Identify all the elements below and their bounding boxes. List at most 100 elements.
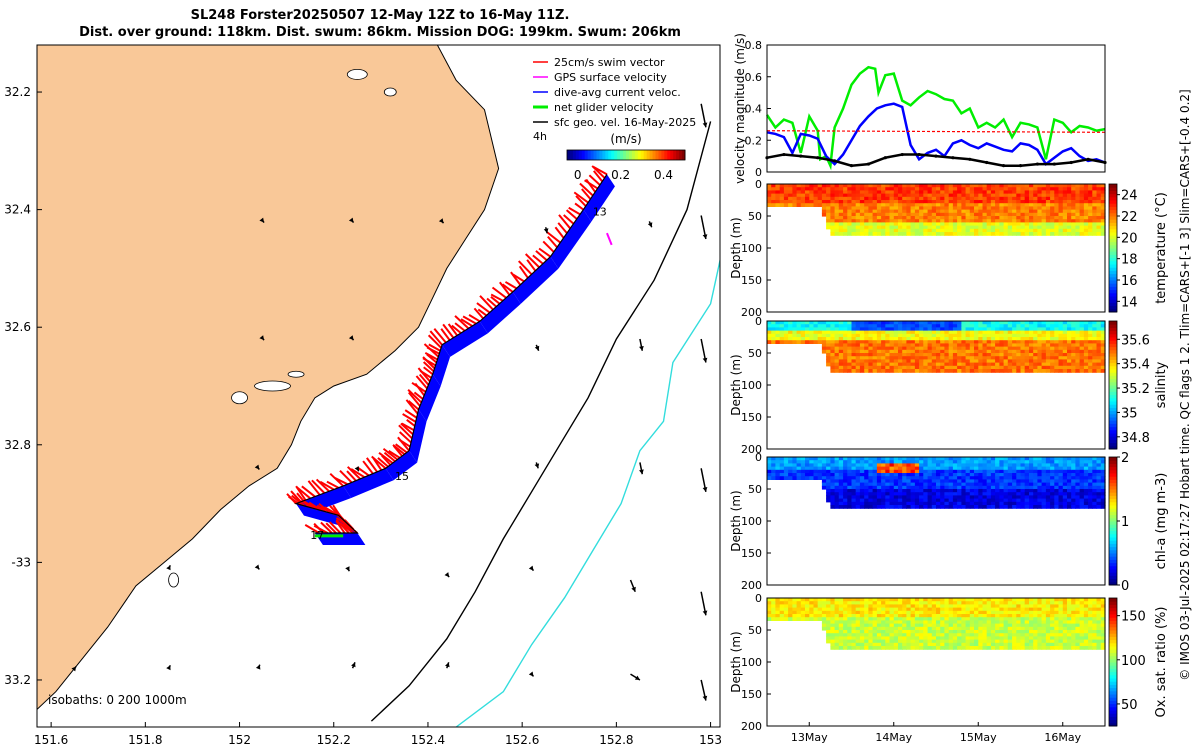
section-data-cell (990, 346, 996, 351)
section-data-cell (855, 614, 861, 618)
section-data-cell (1024, 473, 1030, 477)
section-data-cell (843, 349, 848, 354)
section-data-cell (1100, 321, 1106, 325)
section-data-cell (974, 598, 979, 602)
section-data-cell (881, 222, 886, 227)
section-data-cell (906, 505, 912, 509)
section-data-cell (948, 340, 954, 344)
section-data-cell (995, 228, 1000, 233)
section-data-cell (936, 196, 941, 201)
swim-vector (579, 182, 594, 197)
section-data-cell (1041, 184, 1047, 188)
swim-vector (429, 330, 443, 346)
section-data-cell (1020, 356, 1026, 360)
section-data-cell (1024, 485, 1030, 490)
section-data-cell (986, 362, 992, 367)
section-data-cell (1062, 330, 1068, 335)
section-data-cell (847, 212, 853, 217)
section-data-cell (805, 330, 810, 335)
section-data-cell (830, 337, 836, 341)
section-data-cell (847, 196, 853, 201)
section-data-cell (885, 203, 891, 207)
section-data-cell (843, 353, 848, 357)
section-data-cell (999, 473, 1005, 477)
section-data-cell (1037, 337, 1043, 341)
section-data-cell (1075, 225, 1081, 230)
section-colorbar-cell (1109, 410, 1117, 415)
section-data-cell (779, 337, 785, 341)
section-data-cell (940, 604, 945, 609)
section-data-cell (1067, 190, 1072, 195)
section-data-cell (1075, 343, 1081, 348)
section-colorbar-cell (1109, 280, 1117, 284)
section-data-cell (1041, 623, 1047, 628)
section-data-cell (919, 498, 924, 503)
section-data-cell (855, 505, 861, 509)
section-data-cell (914, 633, 920, 637)
section-data-cell (1096, 473, 1102, 477)
section-data-cell (1012, 327, 1017, 332)
section-data-cell (1007, 206, 1013, 211)
section-data-cell (885, 337, 891, 341)
section-data-cell (1029, 630, 1034, 634)
section-data-cell (902, 333, 907, 338)
section-data-cell (957, 203, 962, 207)
swim-vector (451, 324, 462, 334)
section-data-cell (974, 333, 979, 338)
section-data-cell (893, 476, 899, 480)
section-data-cell (957, 495, 962, 500)
section-data-cell (809, 337, 815, 341)
section-data-cell (940, 225, 945, 230)
section-data-cell (961, 324, 967, 328)
section-data-cell (805, 469, 810, 474)
section-data-cell (1075, 349, 1081, 354)
section-data-cell (1041, 607, 1047, 612)
section-data-cell (775, 184, 781, 188)
section-data-cell (868, 476, 874, 480)
legend-label: GPS surface velocity (554, 71, 667, 84)
section-data-cell (978, 232, 984, 236)
section-data-cell (952, 492, 958, 496)
section-data-cell (1071, 365, 1076, 370)
section-data-cell (914, 369, 920, 373)
section-data-cell (1092, 479, 1098, 484)
section-data-cell (838, 626, 844, 631)
section-data-cell (855, 340, 861, 344)
section-data-cell (868, 343, 874, 348)
section-data-cell (876, 646, 882, 650)
section-data-cell (1100, 219, 1106, 223)
section-data-cell (978, 321, 984, 325)
section-data-cell (923, 505, 929, 509)
section-data-cell (1020, 190, 1026, 195)
section-data-cell (1020, 330, 1026, 335)
section-data-cell (1029, 359, 1034, 364)
section-data-cell (885, 333, 891, 338)
section-data-cell (952, 469, 958, 474)
map-x-tick-label: 152.6 (505, 733, 539, 747)
section-data-cell (936, 343, 941, 348)
section-data-cell (927, 225, 933, 230)
section-data-cell (1096, 498, 1102, 503)
section-data-cell (1020, 485, 1026, 490)
colorbar-cell (602, 150, 606, 160)
section-data-cell (847, 340, 853, 344)
section-data-cell (826, 340, 831, 344)
section-data-cell (830, 492, 836, 496)
section-data-cell (927, 184, 933, 188)
section-colorbar-cell (1109, 356, 1117, 360)
section-data-cell (1088, 349, 1093, 354)
section-data-cell (1007, 349, 1013, 354)
section-data-cell (826, 190, 831, 195)
section-data-cell (982, 184, 988, 188)
section-data-cell (885, 353, 891, 357)
section-data-cell (1083, 232, 1089, 236)
geo-velocity-point (985, 160, 989, 165)
section-data-cell (779, 476, 785, 480)
section-colorbar-tick-label: 35.2 (1121, 382, 1150, 397)
section-data-cell (986, 492, 992, 496)
section-data-cell (855, 232, 861, 236)
section-data-cell (1050, 193, 1055, 198)
section-data-cell (944, 469, 950, 474)
section-data-cell (927, 642, 933, 647)
section-data-cell (1062, 321, 1068, 325)
